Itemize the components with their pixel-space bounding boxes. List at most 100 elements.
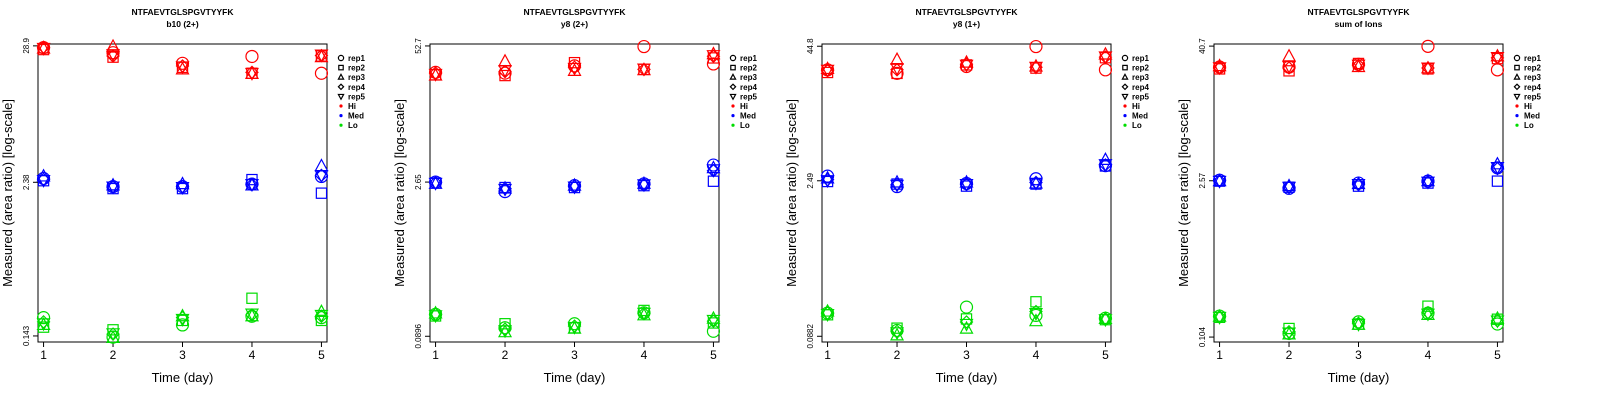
data-point [314, 170, 329, 184]
x-tick-label: 4 [641, 348, 648, 362]
data-point [428, 68, 443, 82]
data-point [1028, 313, 1043, 327]
legend-label: rep1 [348, 54, 365, 63]
x-tick-label: 1 [432, 348, 439, 362]
x-tick-label: 2 [894, 348, 901, 362]
data-point [499, 318, 511, 330]
legend-label: Hi [1132, 102, 1140, 111]
data-point [36, 40, 51, 55]
data-point [1212, 308, 1227, 322]
data-point [1490, 63, 1505, 77]
data-point [428, 310, 443, 324]
data-point [106, 46, 120, 60]
data-point [498, 183, 513, 197]
legend-triangle-down-icon [1121, 93, 1129, 101]
y-tick-label: 2.38 [22, 174, 31, 190]
legend-label: rep5 [348, 92, 365, 101]
data-point [1098, 311, 1113, 325]
data-point [1098, 159, 1113, 173]
data-point [1282, 324, 1296, 339]
y-tick-label: 0.143 [22, 325, 31, 346]
y-axis-label: Measured (area ratio) [log-scale] [784, 99, 799, 287]
legend-dot-icon [1123, 104, 1127, 108]
data-point [1282, 61, 1297, 74]
data-point [245, 49, 259, 64]
legend-label: Hi [740, 102, 748, 111]
data-point [1351, 316, 1366, 331]
legend-circle-icon [1121, 54, 1129, 62]
data-point [1212, 62, 1227, 76]
data-point [106, 328, 121, 342]
data-point [106, 49, 121, 63]
data-point [498, 325, 513, 339]
data-point [890, 174, 905, 188]
x-tick-label: 3 [1355, 348, 1362, 362]
legend-dot-icon [731, 114, 735, 118]
data-point [1282, 48, 1297, 62]
data-point [1028, 177, 1043, 191]
legend-triangle-down-icon [1513, 93, 1521, 101]
x-axis-label: Time (day) [152, 370, 214, 385]
data-point [820, 175, 835, 189]
legend-label: rep2 [1524, 64, 1541, 73]
legend-triangle-up-icon [1513, 73, 1521, 80]
data-point [1098, 152, 1113, 165]
y-tick-label: 0.104 [1198, 327, 1207, 348]
data-point [890, 323, 904, 338]
legend-triangle-up-icon [337, 73, 345, 80]
legend-diamond-icon [1121, 83, 1129, 91]
x-tick-label: 5 [1494, 348, 1501, 362]
x-tick-label: 3 [571, 348, 578, 362]
data-point [1028, 308, 1043, 321]
legend-label: rep2 [348, 64, 365, 73]
data-point [1282, 181, 1297, 195]
data-point [428, 305, 443, 319]
data-point [1098, 314, 1113, 328]
legend-dot-icon [1515, 123, 1519, 127]
y-axis-label: Measured (area ratio) [log-scale] [1176, 99, 1191, 287]
data-point [1282, 178, 1297, 192]
data-point [636, 62, 651, 76]
data-point [1420, 60, 1435, 74]
data-point [428, 66, 443, 80]
data-point [175, 56, 190, 70]
data-point [1421, 305, 1435, 320]
x-tick-label: 5 [318, 348, 325, 362]
data-point [1420, 173, 1435, 187]
data-point [1029, 39, 1043, 54]
data-point [706, 324, 721, 338]
data-point [1420, 308, 1435, 322]
data-point [244, 308, 259, 322]
data-point [1351, 176, 1366, 190]
x-tick-label: 1 [1216, 348, 1223, 362]
chart-title: NTFAEVTGLSPGVTYYFK [523, 7, 626, 17]
chart-subtitle: sum of Ions [1335, 19, 1383, 29]
y-tick-label: 2.65 [414, 174, 423, 190]
chart-subtitle: y8 (2+) [561, 19, 588, 29]
data-point [890, 51, 905, 65]
chart-panel: NTFAEVTGLSPGVTYYFK y8 (1+) 1 2 3 4 5 0.0882 2.49… [784, 0, 1184, 400]
plot-frame [1213, 43, 1504, 343]
data-point [636, 307, 651, 321]
data-point [246, 292, 258, 304]
legend-label: Med [348, 112, 364, 121]
data-point [1490, 162, 1505, 175]
data-point [106, 181, 121, 195]
data-point [1491, 175, 1504, 187]
legend-square-icon [338, 64, 344, 71]
data-point [314, 311, 329, 325]
legend-label: rep3 [1132, 73, 1149, 82]
data-point [567, 317, 582, 331]
data-point [1490, 161, 1505, 175]
data-point [1351, 315, 1366, 329]
legend-triangle-down-icon [337, 93, 345, 101]
legend-triangle-up-icon [1121, 73, 1129, 80]
legend-label: Hi [348, 102, 356, 111]
data-point [1490, 156, 1505, 170]
data-point [498, 321, 512, 335]
data-point [175, 313, 190, 327]
data-point [175, 61, 190, 75]
data-point [314, 66, 329, 80]
legend-triangle-down-icon [729, 93, 737, 101]
data-point [1029, 304, 1043, 319]
